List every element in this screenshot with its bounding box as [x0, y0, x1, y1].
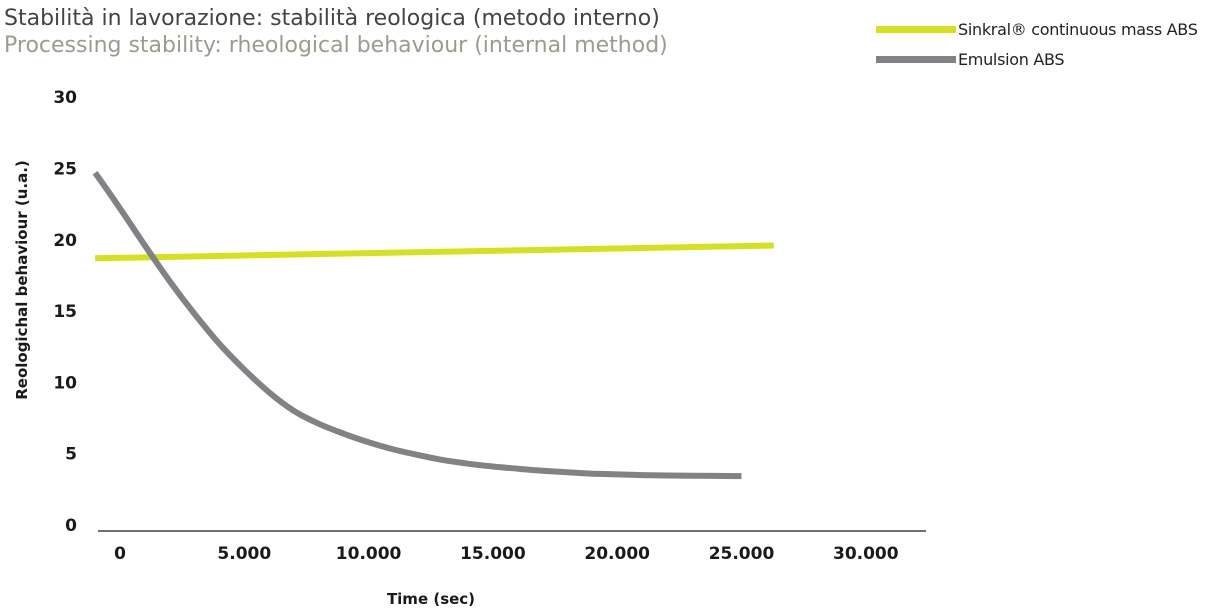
series-line-emulsion — [92, 171, 742, 480]
legend-label-sinkral: Sinkral® continuous mass ABS — [958, 19, 1198, 39]
y-tick-label: 30 — [53, 88, 77, 108]
x-tick-label: 5.000 — [217, 544, 271, 564]
chart-subtitle: Processing stability: rheological behavi… — [4, 33, 668, 58]
x-tick-label: 20.000 — [584, 544, 650, 564]
y-tick-labels: 0 5 10 15 20 25 30 — [53, 88, 77, 536]
legend-swatch-sinkral — [876, 25, 956, 33]
y-tick-label: 15 — [53, 302, 77, 322]
y-axis-title: Reologichal behaviour (u.a.) — [13, 160, 31, 400]
x-tick-label: 0 — [114, 544, 126, 564]
legend-swatch-emulsion — [876, 55, 956, 63]
chart-title: Stabilità in lavorazione: stabilità reol… — [4, 6, 660, 31]
y-tick-label: 20 — [53, 231, 77, 251]
y-tick-label: 10 — [53, 373, 77, 393]
x-tick-label: 10.000 — [336, 544, 402, 564]
x-tick-labels: 0 5.000 10.000 15.000 20.000 25.000 30.000 — [114, 544, 899, 564]
y-tick-label: 0 — [65, 516, 77, 536]
x-axis: 0 5.000 10.000 15.000 20.000 25.000 30.000 Tim… — [98, 530, 926, 608]
x-tick-label: 15.000 — [460, 544, 526, 564]
series-line-sinkral — [95, 242, 774, 262]
chart-legend: Sinkral® continuous mass ABS Emulsion AB… — [876, 14, 1198, 74]
x-axis-title: Time (sec) — [387, 590, 475, 608]
x-tick-label: 30.000 — [833, 544, 899, 564]
legend-label-emulsion: Emulsion ABS — [958, 49, 1065, 69]
x-tick-label: 25.000 — [709, 544, 775, 564]
legend-item-emulsion: Emulsion ABS — [876, 44, 1198, 74]
y-tick-label: 25 — [53, 160, 77, 180]
plot-area — [92, 171, 774, 480]
y-tick-label: 5 — [65, 445, 77, 465]
legend-item-sinkral: Sinkral® continuous mass ABS — [876, 14, 1198, 44]
y-axis: 0 5 10 15 20 25 30 Reologichal behaviour (u.a.… — [13, 88, 77, 536]
